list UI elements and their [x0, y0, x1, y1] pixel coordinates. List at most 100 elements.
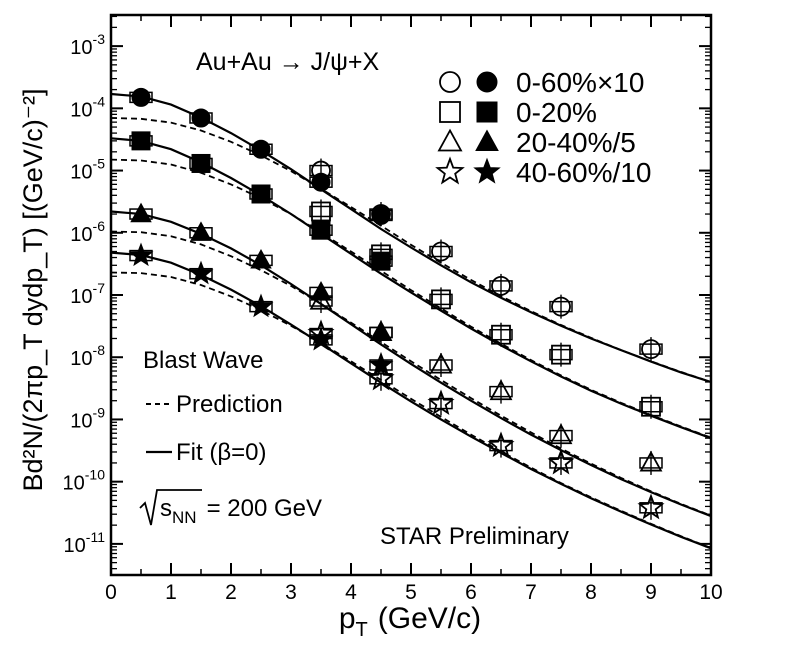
- systematic-error-box: [489, 385, 513, 398]
- x-tick-label: 1: [165, 581, 177, 604]
- fit-curve: [110, 251, 712, 550]
- y-tick-label: 10-4: [70, 93, 105, 121]
- systematic-error-box: [639, 457, 663, 469]
- x-tick-label: 3: [285, 581, 297, 604]
- filled-triangle-point: [190, 221, 212, 241]
- sqrt-symbol: [139, 489, 202, 526]
- filled-star-point: [128, 242, 154, 267]
- filled-star-point: [248, 293, 274, 318]
- open-triangle-point: [429, 352, 453, 374]
- systematic-error-box: [429, 293, 453, 306]
- y-tick-label: 10-6: [70, 218, 105, 246]
- systematic-error-box: [549, 300, 573, 313]
- legend-filled-square-icon: [476, 101, 498, 123]
- energy-label: sNN = 200 GeV: [139, 489, 322, 527]
- systematic-error-box: [549, 429, 573, 442]
- filled-square-point: [311, 220, 331, 240]
- legend-label: 0-60%×10: [516, 67, 644, 98]
- reaction-label: Au+Au → J/ψ+X: [196, 48, 380, 76]
- prediction-curve: [110, 230, 712, 517]
- open-circle-point: [551, 296, 571, 317]
- x-tick-label: 5: [405, 581, 417, 604]
- y-tick-label: 10-11: [64, 529, 106, 557]
- plot-frame: [109, 13, 713, 577]
- ticks-layer: 0 1 2 3 4 5 6 7 8 9 10 10-3 10-4 10-5 10-6 10-7 10-8 10-9…: [63, 15, 723, 604]
- filled-square-point: [251, 184, 271, 204]
- filled-triangle-point: [310, 281, 332, 301]
- filled-star-point: [308, 326, 334, 351]
- filled-circle-point: [251, 139, 271, 159]
- open-square-point: [551, 344, 571, 365]
- filled-circle-point: [131, 87, 151, 107]
- filled-circle-point: [311, 172, 331, 192]
- legend-filled-triangle-icon: [475, 129, 499, 151]
- x-tick-label: 7: [525, 581, 537, 604]
- filled-square-point: [191, 153, 211, 173]
- fit-curve: [110, 137, 712, 440]
- x-tick-label: 9: [645, 581, 657, 604]
- legend-filled-star-icon: [473, 157, 501, 184]
- curves-layer: [110, 92, 712, 550]
- legend-label: 20-40%/5: [516, 127, 636, 158]
- y-axis-label: Bd²N/(2πp_T dydp_T) [(GeV/c)⁻²]: [18, 89, 48, 492]
- open-square-point: [311, 201, 331, 222]
- filled-square-point: [371, 251, 391, 271]
- open-circle-point: [491, 276, 511, 296]
- filled-square-point: [131, 131, 151, 151]
- legend-open-circle-icon: [439, 71, 461, 93]
- fit-curve: [110, 210, 712, 518]
- fit-label: Fit (β=0): [176, 439, 266, 466]
- open-star-point: [427, 389, 455, 416]
- prediction-label: Prediction: [176, 391, 283, 418]
- open-circle-point: [641, 339, 661, 360]
- legend-label: 0-20%: [516, 97, 597, 128]
- legend-label: 40-60%/10: [516, 157, 651, 188]
- open-square-point: [641, 396, 661, 417]
- preliminary-label: STAR Preliminary: [380, 523, 569, 550]
- open-triangle-point: [549, 423, 573, 445]
- filled-triangle-point: [130, 202, 152, 223]
- blast-wave-label: Blast Wave: [143, 347, 263, 374]
- filled-triangle-point: [250, 248, 272, 269]
- x-tick-label: 2: [225, 581, 237, 604]
- open-star-point: [367, 364, 395, 391]
- x-tick-label: 10: [699, 581, 722, 604]
- filled-circle-point: [191, 108, 211, 128]
- x-tick-label: 4: [345, 581, 357, 604]
- open-triangle-point: [639, 450, 663, 472]
- open-star-point: [487, 431, 515, 458]
- legend-filled-circle-icon: [476, 71, 498, 93]
- systematic-error-box: [489, 328, 513, 341]
- open-star-point: [547, 448, 575, 475]
- y-tick-label: 10-7: [70, 280, 105, 308]
- filled-circle-point: [371, 205, 391, 225]
- systematic-error-box: [429, 359, 453, 371]
- legend-open-star-icon: [435, 156, 465, 185]
- systematic-error-box: [639, 400, 663, 413]
- systematic-error-box: [489, 280, 513, 292]
- x-tick-label: 0: [105, 581, 117, 604]
- y-tick-label: 10-3: [70, 31, 105, 59]
- x-tick-label: 8: [585, 581, 597, 604]
- markers-layer: [128, 87, 665, 520]
- filled-star-point: [368, 351, 394, 376]
- systematic-error-box: [429, 245, 453, 258]
- open-circle-point: [431, 241, 451, 262]
- x-axis-label: pT (GeV/c): [339, 602, 481, 641]
- filled-star-point: [188, 260, 214, 285]
- y-tick-label: 10-5: [70, 156, 105, 184]
- svg-text:sNN= 200 GeV: sNN = 200 GeV: [160, 495, 322, 527]
- systematic-error-box: [309, 205, 333, 218]
- open-star-point: [637, 493, 665, 520]
- legend-open-triangle-icon: [437, 128, 463, 152]
- open-square-point: [491, 324, 511, 345]
- prediction-curve: [110, 271, 712, 549]
- x-tick-label: 6: [465, 581, 477, 604]
- y-tick-label: 10-10: [63, 467, 106, 495]
- y-tick-label: 10-8: [70, 342, 105, 370]
- systematic-error-box: [549, 348, 573, 361]
- y-tick-label: 10-9: [70, 404, 105, 432]
- open-triangle-point: [489, 379, 513, 401]
- legend: 0-60%×100-20%20-40%/540-60%/10: [435, 67, 651, 188]
